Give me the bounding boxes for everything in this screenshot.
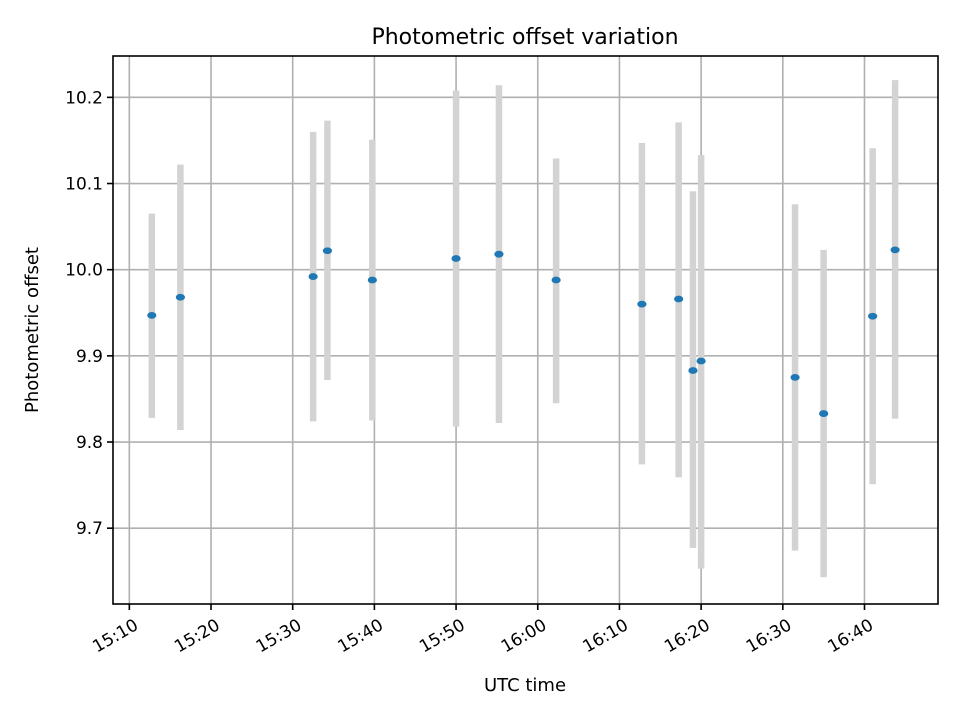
data-point: [308, 273, 318, 280]
plot-frame: [112, 55, 939, 605]
y-tick-label: 9.9: [76, 347, 103, 367]
data-point: [819, 410, 829, 417]
x-axis-label: UTC time: [484, 675, 566, 696]
data-point: [551, 276, 561, 284]
y-tick-label: 9.8: [76, 433, 103, 453]
data-point: [637, 300, 647, 308]
data-point: [322, 247, 333, 255]
y-tick-label: 10.1: [65, 175, 103, 195]
data-point: [147, 311, 157, 319]
y-tick-label: 9.7: [76, 519, 103, 539]
y-axis-label: Photometric offset: [22, 247, 43, 413]
data-point: [890, 246, 900, 254]
data-point: [175, 293, 185, 301]
data-point: [451, 255, 461, 262]
data-point: [688, 367, 698, 374]
point-layer: [147, 246, 900, 417]
data-point: [696, 357, 706, 365]
y-axis: 9.7 9.8 9.9 10.0 10.1 10.2: [65, 88, 113, 539]
data-point: [367, 276, 377, 284]
data-point: [868, 312, 878, 320]
y-tick-label: 10.0: [65, 261, 103, 281]
y-tick-label: 10.2: [65, 88, 103, 108]
data-point: [674, 295, 684, 303]
chart-title: Photometric offset variation: [371, 25, 678, 50]
data-point: [494, 250, 504, 258]
data-point: [790, 373, 800, 381]
